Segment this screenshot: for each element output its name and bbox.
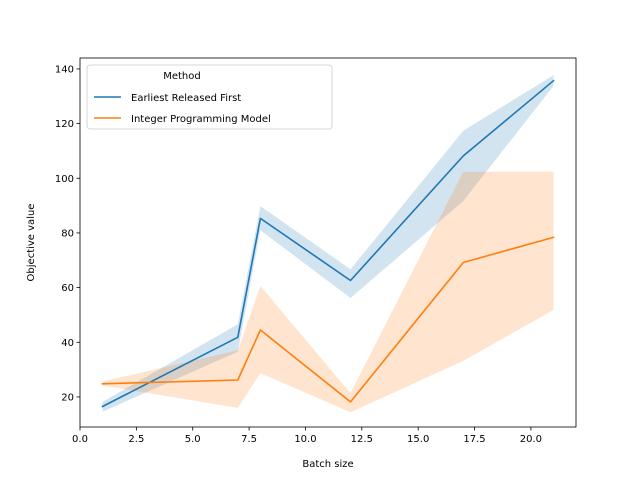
plot-frame [79, 57, 577, 428]
confidence-band-series-1 [102, 75, 554, 412]
x-axis-label: Batch size [302, 459, 353, 470]
y-axis-label: Objective value [26, 204, 37, 282]
y-tick-label: 80 [61, 228, 74, 239]
legend: Method Earliest Released First Integer Pro… [86, 64, 333, 130]
x-tick-label: 15.0 [407, 434, 429, 445]
confidence-bands [102, 75, 554, 413]
series-line-1 [101, 79, 555, 408]
legend-label-series-1: Earliest Released First [131, 93, 241, 104]
series-lines [101, 79, 555, 408]
y-tick-label: 60 [61, 283, 74, 294]
x-tick-label: 7.5 [241, 434, 257, 445]
legend-label-series-2: Integer Programming Model [131, 114, 271, 125]
axes: 0.0 2.5 5.0 7.5 10.0 12.5 15.0 17.5 20.0 20 40 60 80… [55, 57, 577, 445]
confidence-band-series-2 [102, 171, 554, 413]
series-line-2 [101, 236, 555, 403]
legend-box [86, 64, 333, 130]
x-tick-label: 10.0 [294, 434, 316, 445]
x-tick-label: 17.5 [463, 434, 485, 445]
x-tick-label: 2.5 [128, 434, 144, 445]
x-tick-label: 0.0 [72, 434, 88, 445]
y-tick-label: 140 [55, 64, 74, 75]
y-tick-label: 120 [55, 119, 74, 130]
x-tick-label: 5.0 [185, 434, 201, 445]
x-tick-label: 20.0 [520, 434, 542, 445]
legend-title: Method [163, 71, 201, 82]
y-tick-label: 100 [55, 174, 74, 185]
y-tick-label: 40 [61, 338, 74, 349]
x-tick-label: 12.5 [351, 434, 373, 445]
y-tick-label: 20 [61, 392, 74, 403]
